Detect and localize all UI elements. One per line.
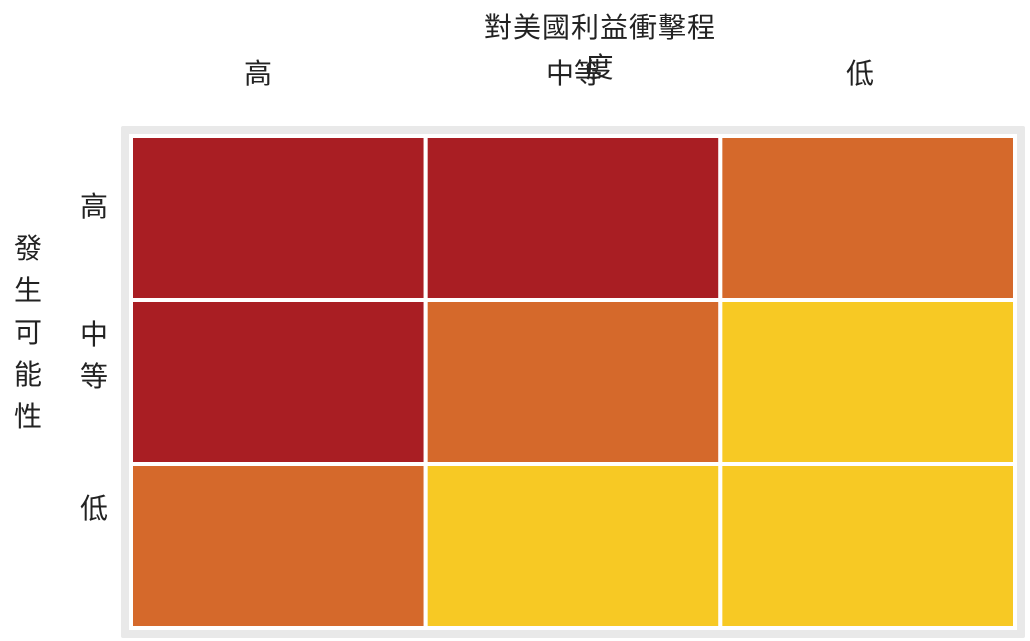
matrix-cell-r0-c2: [718, 134, 1017, 302]
x-tick-label-high: 高: [243, 57, 272, 90]
matrix-cell-r2-c2: [718, 462, 1017, 630]
chart-title: 對美國利益衝擊程度: [483, 11, 716, 84]
y-tick-label-high: 高: [79, 190, 108, 223]
matrix-cell-r0-c0: [129, 134, 428, 302]
matrix-cell-r1-c0: [129, 298, 428, 466]
matrix-cell-r1-c1: [423, 298, 723, 466]
x-tick-label-low: 低: [845, 57, 874, 90]
matrix-cell-r2-c1: [423, 462, 723, 630]
matrix-frame: [121, 126, 1025, 638]
y-tick-label-low: 低: [79, 492, 108, 525]
x-tick-label-medium: 中等: [545, 57, 602, 90]
matrix-cell-r1-c2: [718, 298, 1017, 466]
matrix-cell-r2-c0: [129, 462, 428, 630]
y-tick-label-medium: 中 等: [79, 318, 108, 393]
matrix-cell-r0-c1: [423, 134, 723, 302]
matrix-svg: [129, 134, 1017, 630]
y-axis-title: 發 生 可 能 性: [13, 232, 42, 433]
